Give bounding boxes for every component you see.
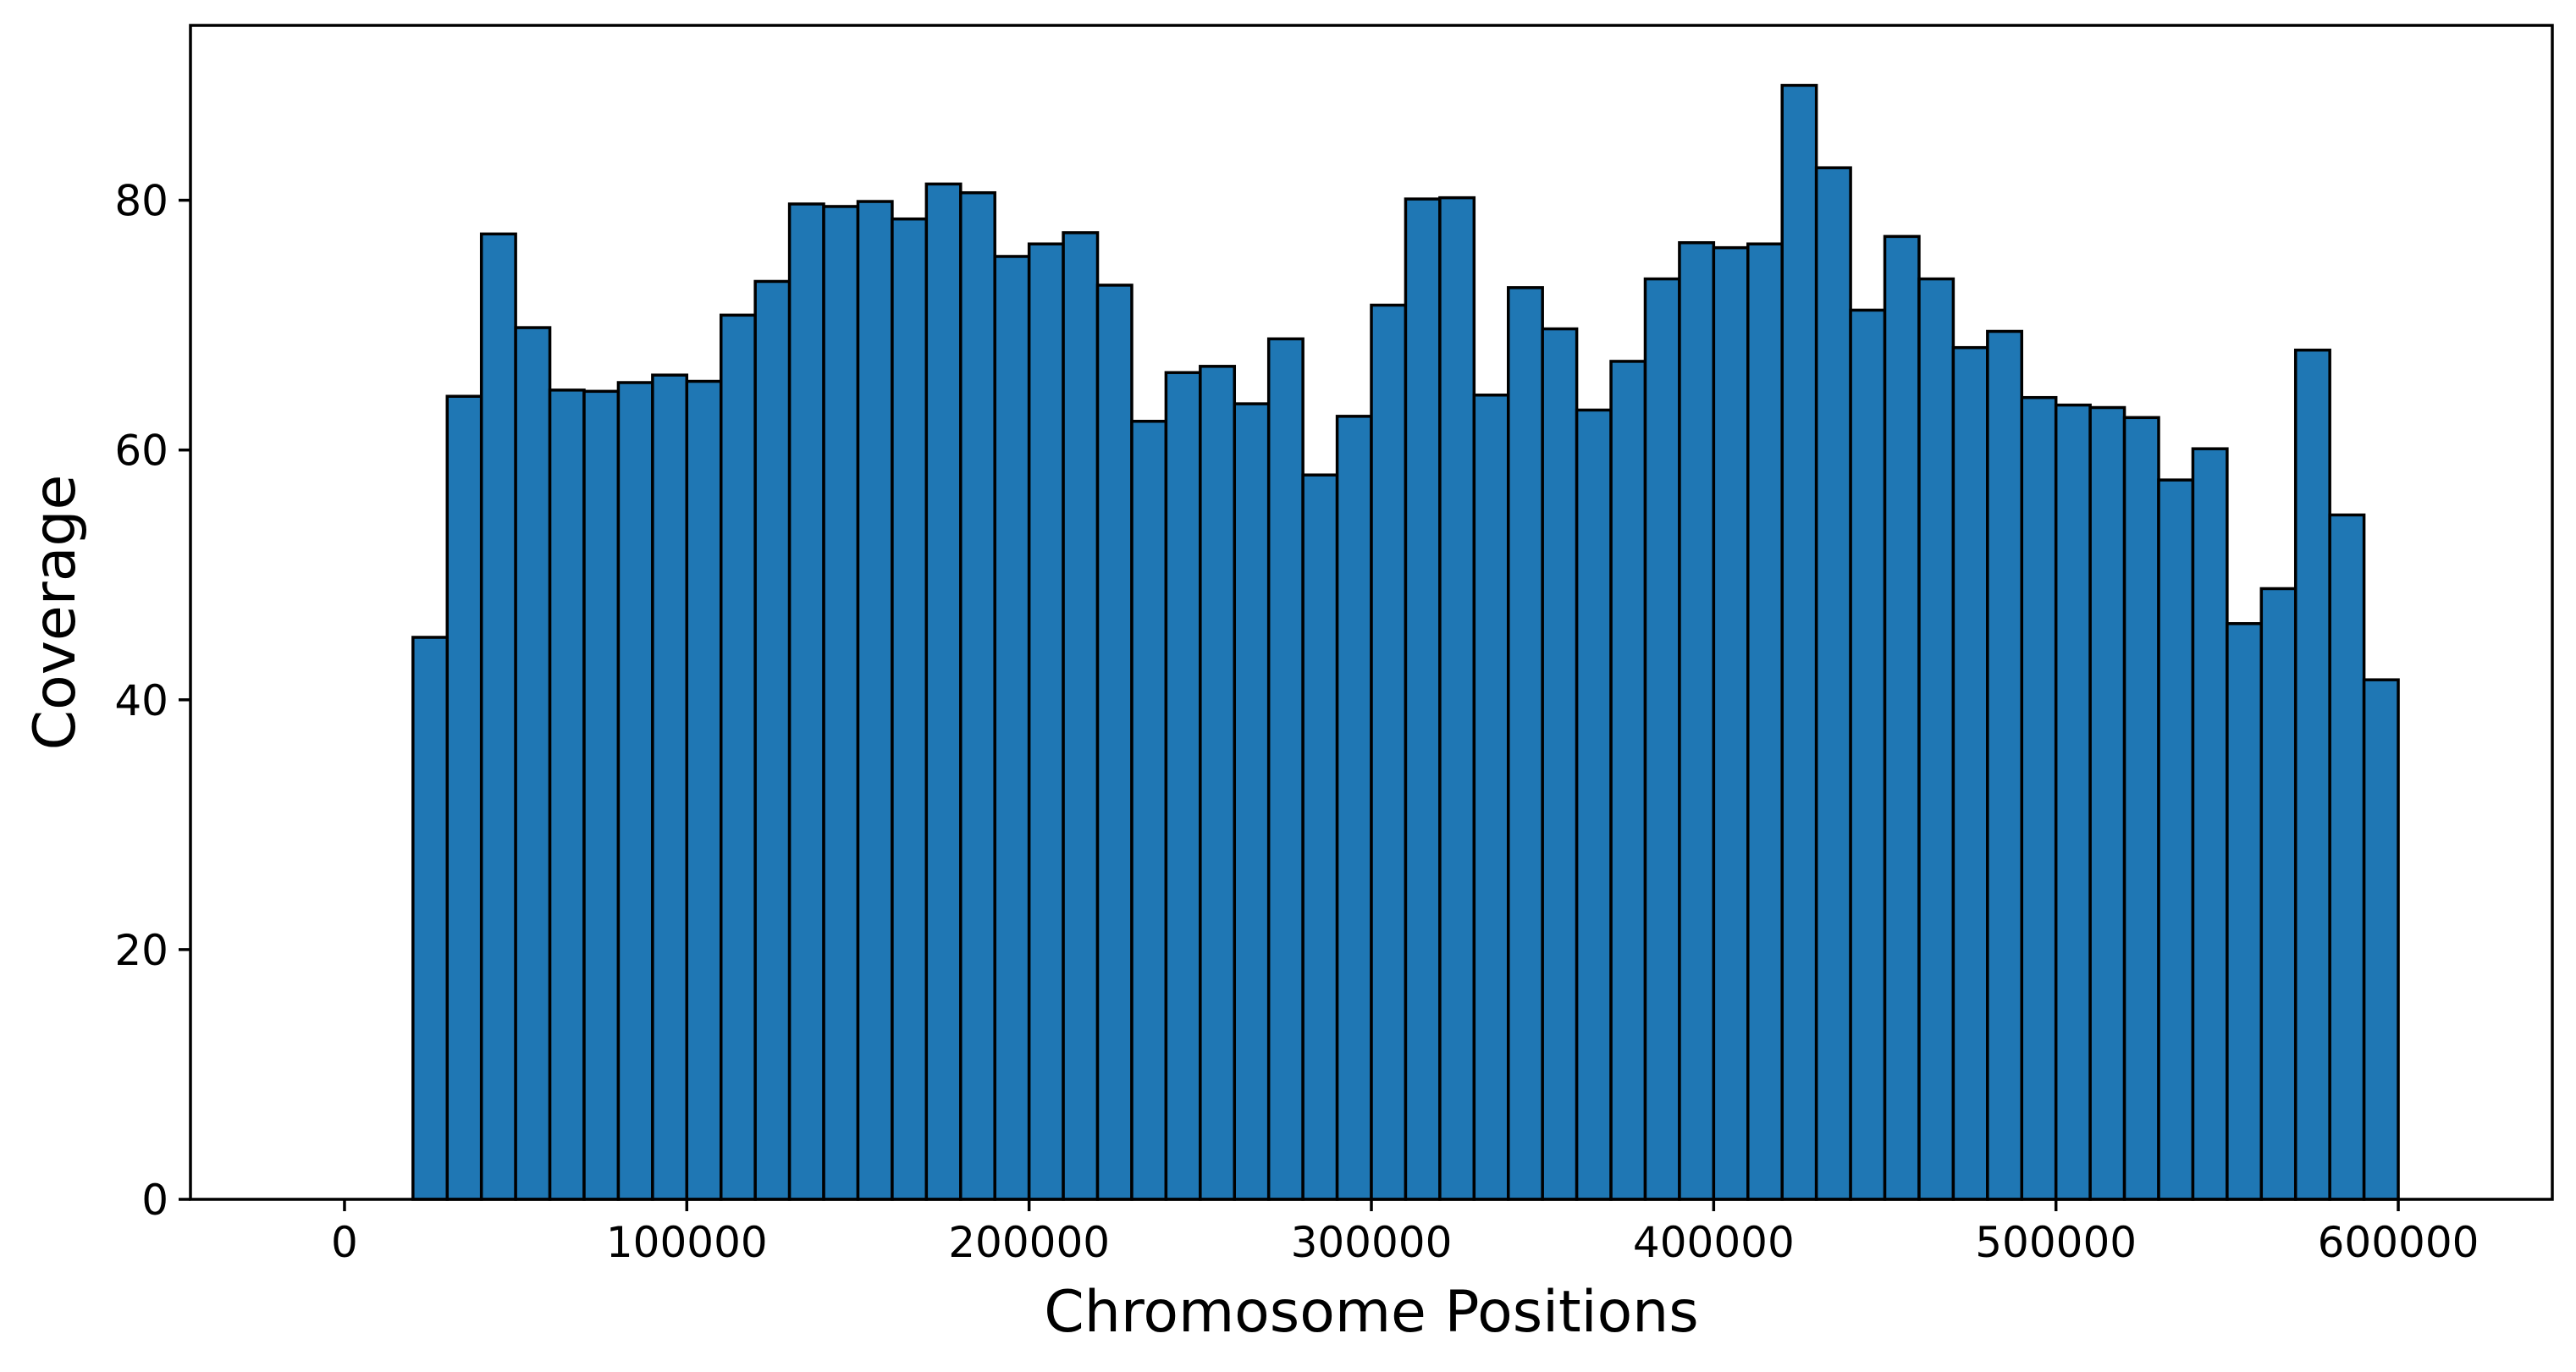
y-tick-label: 40 bbox=[114, 676, 168, 725]
bar bbox=[479, 232, 517, 1201]
bar bbox=[1609, 360, 1647, 1201]
bar bbox=[2328, 513, 2366, 1201]
bar bbox=[1266, 337, 1305, 1201]
bar bbox=[1335, 415, 1373, 1201]
y-tick-label: 80 bbox=[114, 177, 168, 226]
bar bbox=[993, 255, 1031, 1201]
x-tick-label: 200000 bbox=[948, 1218, 1110, 1267]
bar bbox=[1746, 242, 1784, 1201]
bar bbox=[582, 389, 621, 1201]
bar bbox=[1883, 234, 1921, 1201]
y-axis-ticks: 0 20 40 60 80 bbox=[114, 177, 190, 1225]
x-tick-label: 100000 bbox=[606, 1218, 768, 1267]
bar bbox=[1095, 284, 1134, 1201]
x-tick-label: 500000 bbox=[1975, 1218, 2137, 1267]
bar bbox=[1438, 196, 1476, 1201]
bar bbox=[514, 326, 552, 1201]
bar bbox=[2122, 416, 2160, 1201]
bar bbox=[445, 394, 483, 1201]
bar bbox=[1062, 231, 1100, 1201]
bar bbox=[2191, 447, 2229, 1201]
bar bbox=[1130, 419, 1168, 1201]
x-tick-label: 0 bbox=[331, 1218, 358, 1267]
bar bbox=[822, 205, 860, 1201]
bar bbox=[1164, 371, 1202, 1201]
bar bbox=[1678, 240, 1716, 1201]
x-axis-title: Chromosome Positions bbox=[1044, 1279, 1698, 1346]
x-tick-label: 400000 bbox=[1633, 1218, 1795, 1267]
bar bbox=[1951, 345, 1989, 1201]
bar bbox=[891, 217, 929, 1201]
bar bbox=[1404, 197, 1442, 1201]
bar bbox=[1301, 473, 1339, 1201]
y-tick-label: 60 bbox=[114, 427, 168, 476]
bar bbox=[1370, 303, 1408, 1201]
bar bbox=[548, 388, 586, 1201]
y-tick-label: 20 bbox=[114, 926, 168, 975]
bar bbox=[1814, 166, 1852, 1201]
bar bbox=[1199, 365, 1237, 1201]
bar bbox=[2259, 587, 2297, 1201]
bar bbox=[1917, 277, 1955, 1201]
bar bbox=[1506, 286, 1544, 1201]
bar bbox=[959, 190, 996, 1201]
x-axis-ticks: 0 100000 200000 300000 400000 500000 600000 bbox=[331, 1199, 2479, 1267]
bar bbox=[2157, 478, 2195, 1201]
x-tick-label: 300000 bbox=[1291, 1218, 1453, 1267]
bar bbox=[1780, 84, 1818, 1201]
x-tick-label: 600000 bbox=[2318, 1218, 2479, 1267]
bar bbox=[753, 279, 792, 1201]
bar bbox=[1712, 245, 1750, 1201]
bar bbox=[616, 381, 654, 1201]
bar bbox=[719, 313, 757, 1201]
bar bbox=[2226, 622, 2264, 1201]
bars-group bbox=[411, 84, 2400, 1201]
bar bbox=[2054, 403, 2092, 1201]
bar bbox=[2020, 395, 2058, 1201]
bar bbox=[2293, 348, 2331, 1201]
bar bbox=[1472, 394, 1510, 1201]
bar bbox=[2362, 678, 2400, 1201]
bar bbox=[651, 373, 689, 1201]
bar bbox=[1986, 329, 2024, 1201]
bar bbox=[787, 202, 825, 1201]
bar bbox=[685, 379, 723, 1201]
bar bbox=[1643, 277, 1681, 1201]
y-axis-title: Coverage bbox=[22, 475, 89, 751]
bar bbox=[1541, 327, 1579, 1201]
bar bbox=[1233, 402, 1271, 1201]
bar bbox=[1027, 242, 1065, 1201]
bar bbox=[411, 636, 450, 1201]
bar bbox=[1849, 308, 1887, 1201]
y-tick-label: 0 bbox=[141, 1176, 168, 1225]
bar bbox=[856, 200, 894, 1201]
bar bbox=[2088, 405, 2126, 1201]
bar bbox=[1575, 408, 1613, 1201]
bar bbox=[924, 182, 963, 1201]
